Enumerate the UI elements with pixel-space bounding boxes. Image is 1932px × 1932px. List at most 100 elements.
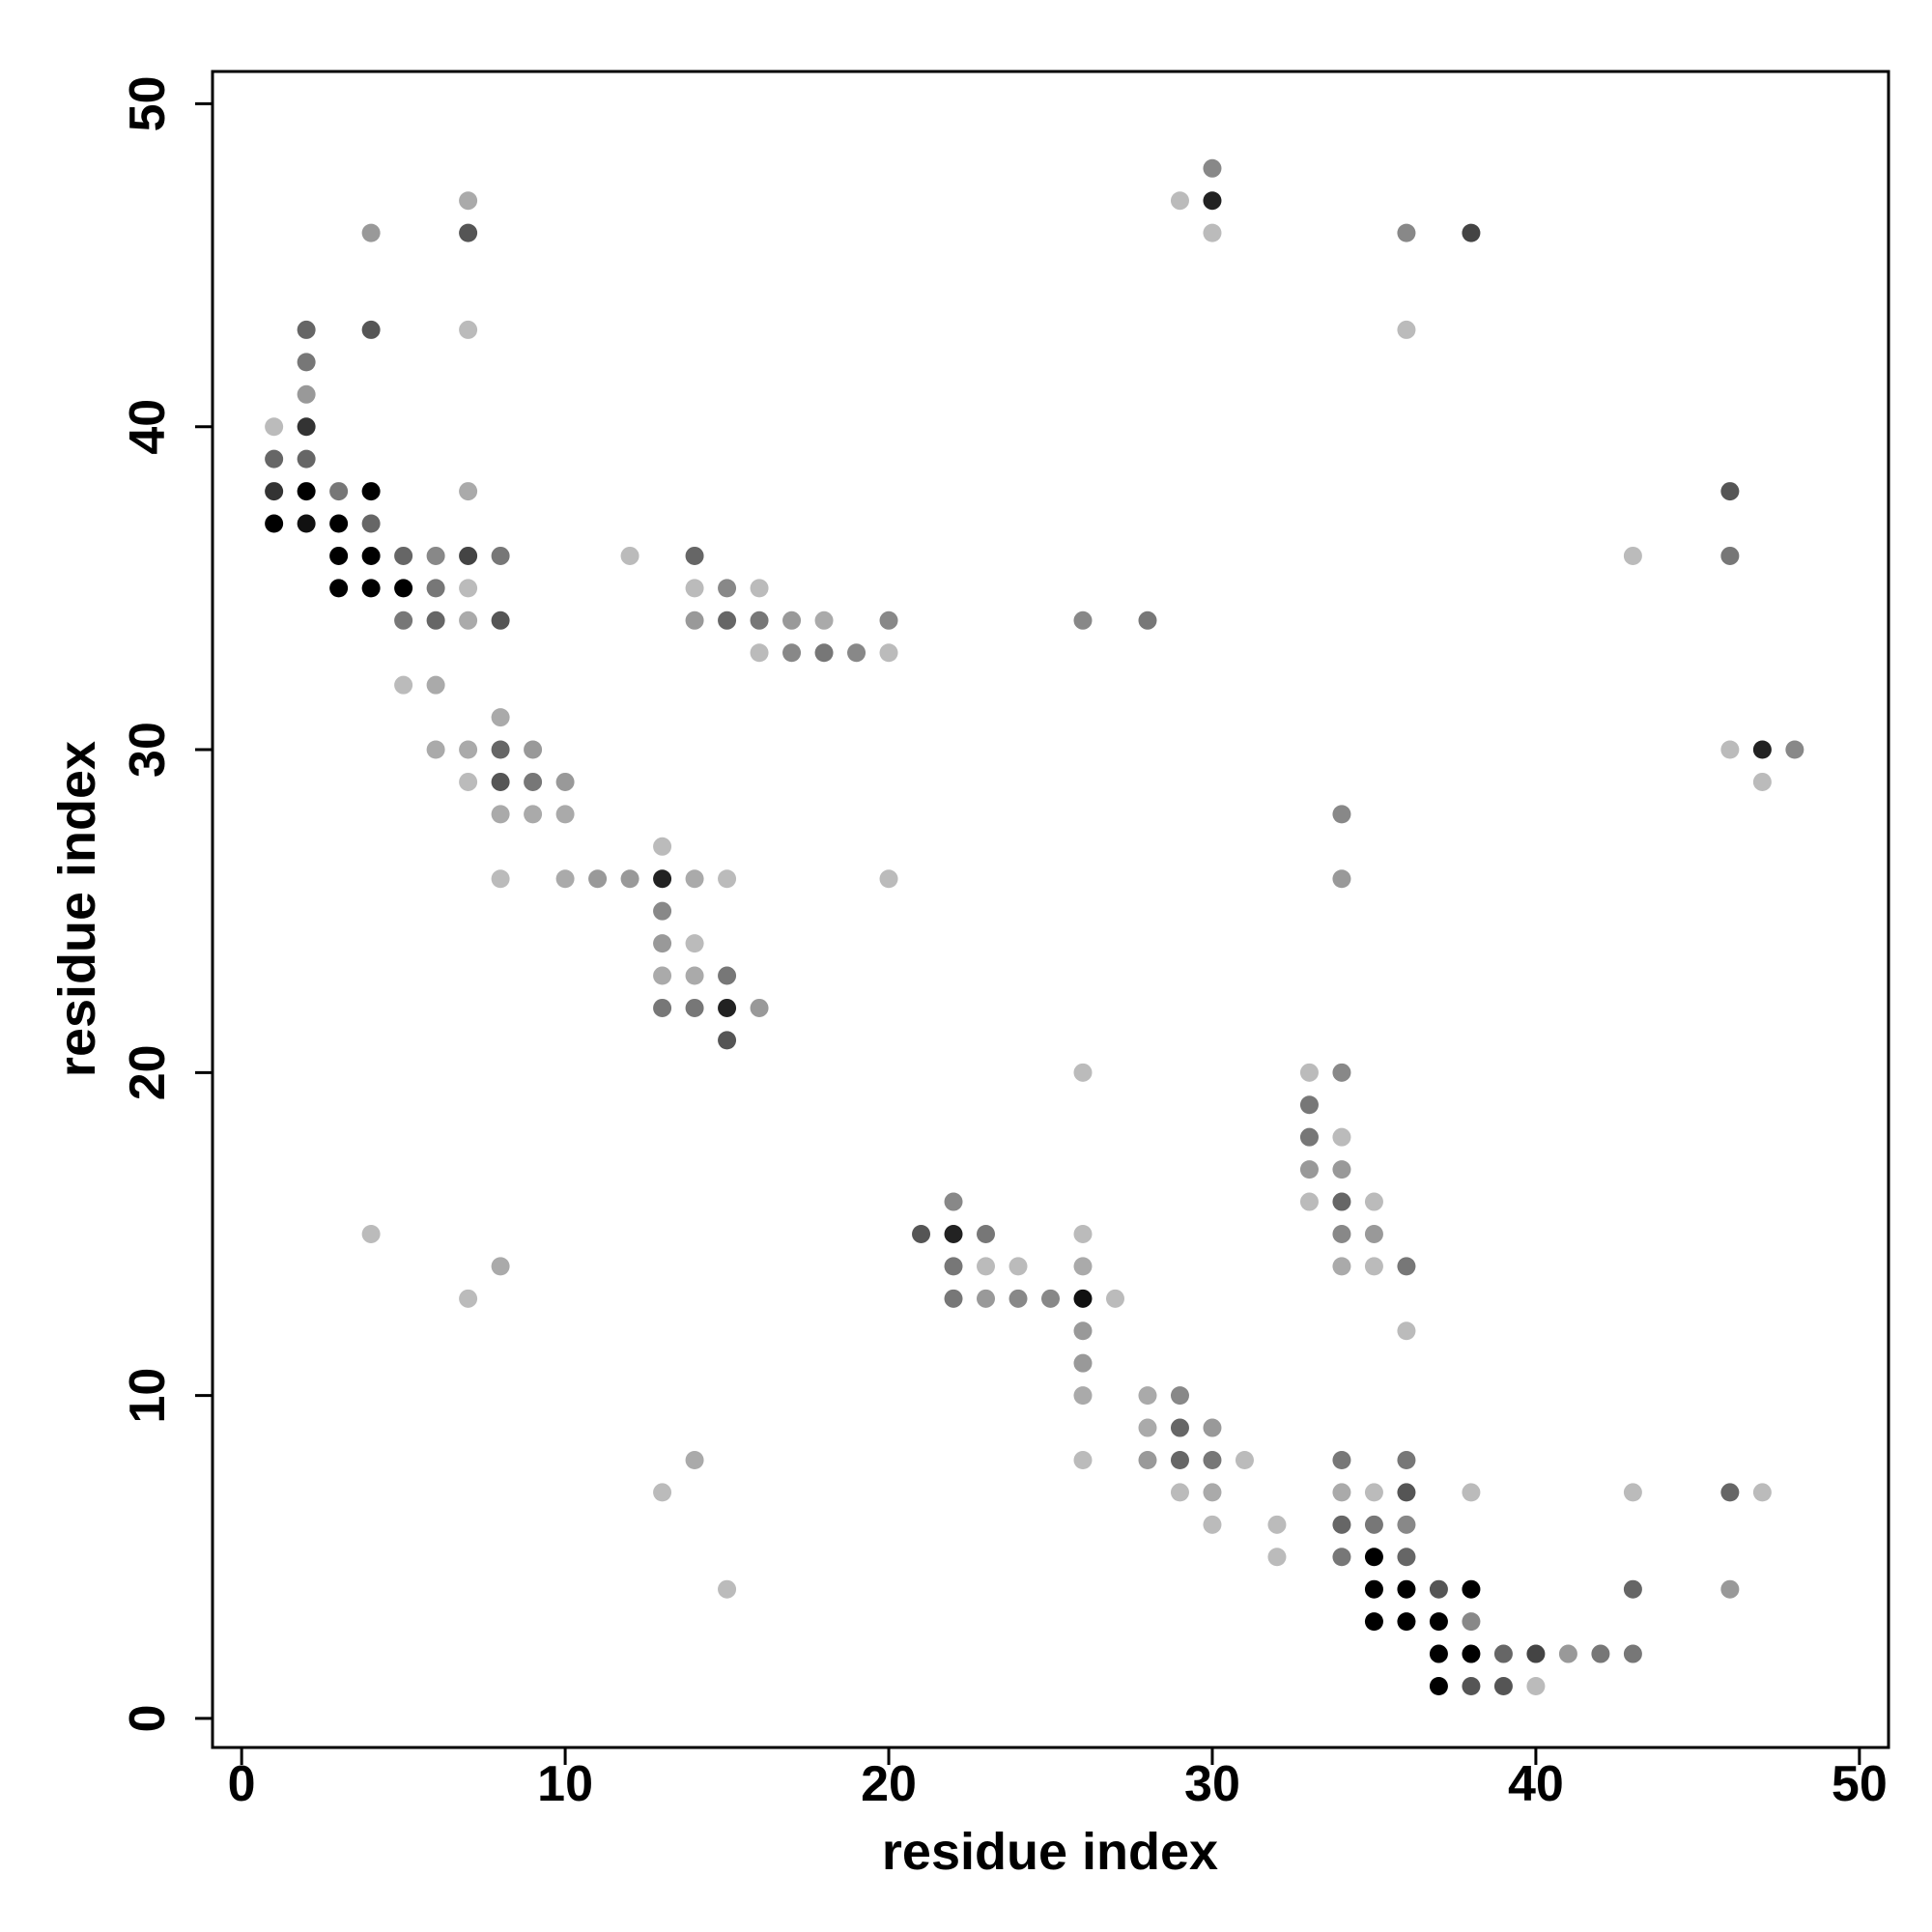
point [718, 1579, 737, 1599]
point [1526, 1644, 1546, 1663]
point [879, 869, 898, 889]
point [718, 611, 737, 630]
point [879, 643, 898, 663]
point [1720, 1483, 1740, 1502]
point [491, 772, 510, 791]
point [297, 417, 316, 437]
point [1332, 1192, 1351, 1211]
point [718, 1031, 737, 1050]
point [1170, 1386, 1189, 1406]
point [1299, 1127, 1319, 1147]
point [265, 449, 284, 469]
plot-frame [211, 70, 1890, 1749]
point [297, 449, 316, 469]
point [1332, 1515, 1351, 1534]
point [426, 546, 445, 565]
point [685, 1450, 704, 1469]
point [1235, 1450, 1254, 1469]
point [1591, 1644, 1610, 1663]
point [361, 1224, 381, 1243]
point [1397, 1579, 1416, 1599]
point [750, 611, 769, 630]
point [361, 514, 381, 533]
point [491, 708, 510, 727]
point [620, 869, 639, 889]
point [1332, 1548, 1351, 1567]
point [1138, 1450, 1157, 1469]
point [1203, 158, 1222, 178]
point [297, 384, 316, 404]
point [685, 869, 704, 889]
point [1299, 1095, 1319, 1115]
point [459, 191, 478, 211]
point [459, 611, 478, 630]
y-tick-label: 10 [120, 1368, 176, 1424]
point [685, 934, 704, 953]
point [1203, 1483, 1222, 1502]
point [944, 1224, 963, 1243]
point [1073, 1353, 1093, 1373]
point [1623, 1644, 1642, 1663]
point [426, 611, 445, 630]
point [879, 611, 898, 630]
point [459, 223, 478, 242]
point [1397, 320, 1416, 339]
point [944, 1192, 963, 1211]
point [1720, 740, 1740, 759]
point [1397, 1257, 1416, 1276]
point [1720, 482, 1740, 501]
point [1397, 1515, 1416, 1534]
point [1267, 1515, 1287, 1534]
x-axis-title: residue index [882, 1823, 1218, 1881]
point [459, 1289, 478, 1308]
point [297, 482, 316, 501]
point [1332, 1450, 1351, 1469]
point [1429, 1676, 1448, 1695]
point [1752, 1483, 1772, 1502]
point [394, 546, 413, 565]
point [329, 514, 349, 533]
x-tick-label: 50 [1832, 1756, 1888, 1812]
point [1462, 1644, 1481, 1663]
x-tick-label: 0 [228, 1756, 256, 1812]
point [1170, 1418, 1189, 1437]
point [426, 740, 445, 759]
point [1073, 1224, 1093, 1243]
y-tick-label: 20 [120, 1044, 176, 1100]
point [491, 611, 510, 630]
point [1364, 1548, 1383, 1567]
point [394, 675, 413, 695]
point [361, 482, 381, 501]
point [1364, 1612, 1383, 1632]
y-tick-label: 50 [120, 76, 176, 132]
point [1720, 546, 1740, 565]
x-tick-label: 10 [537, 1756, 593, 1812]
point [847, 643, 867, 663]
point [361, 223, 381, 242]
point [718, 579, 737, 598]
point [329, 482, 349, 501]
point [653, 1483, 672, 1502]
point [459, 740, 478, 759]
point [1397, 1450, 1416, 1469]
point [653, 901, 672, 921]
point [1170, 1450, 1189, 1469]
point [1332, 1063, 1351, 1082]
point [1364, 1579, 1383, 1599]
point [1364, 1483, 1383, 1502]
point [297, 353, 316, 372]
point [1203, 1450, 1222, 1469]
point [1462, 223, 1481, 242]
point [1299, 1192, 1319, 1211]
point [1073, 1063, 1093, 1082]
x-tick-label: 20 [861, 1756, 917, 1812]
point [718, 869, 737, 889]
point [685, 546, 704, 565]
point [782, 611, 802, 630]
point [653, 934, 672, 953]
point [1397, 1483, 1416, 1502]
point [685, 611, 704, 630]
point [1009, 1289, 1028, 1308]
point [1558, 1644, 1577, 1663]
point [524, 740, 543, 759]
